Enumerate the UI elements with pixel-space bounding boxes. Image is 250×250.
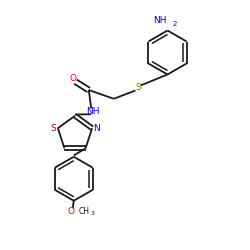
Text: N: N — [93, 124, 100, 133]
Text: O: O — [69, 74, 76, 83]
Text: O: O — [67, 207, 74, 216]
Text: S: S — [135, 84, 141, 92]
Text: NH: NH — [86, 107, 99, 116]
Text: CH: CH — [78, 207, 89, 216]
Text: 2: 2 — [173, 21, 178, 27]
Text: NH: NH — [153, 16, 166, 25]
Text: S: S — [50, 124, 56, 133]
Text: 3: 3 — [91, 211, 95, 216]
